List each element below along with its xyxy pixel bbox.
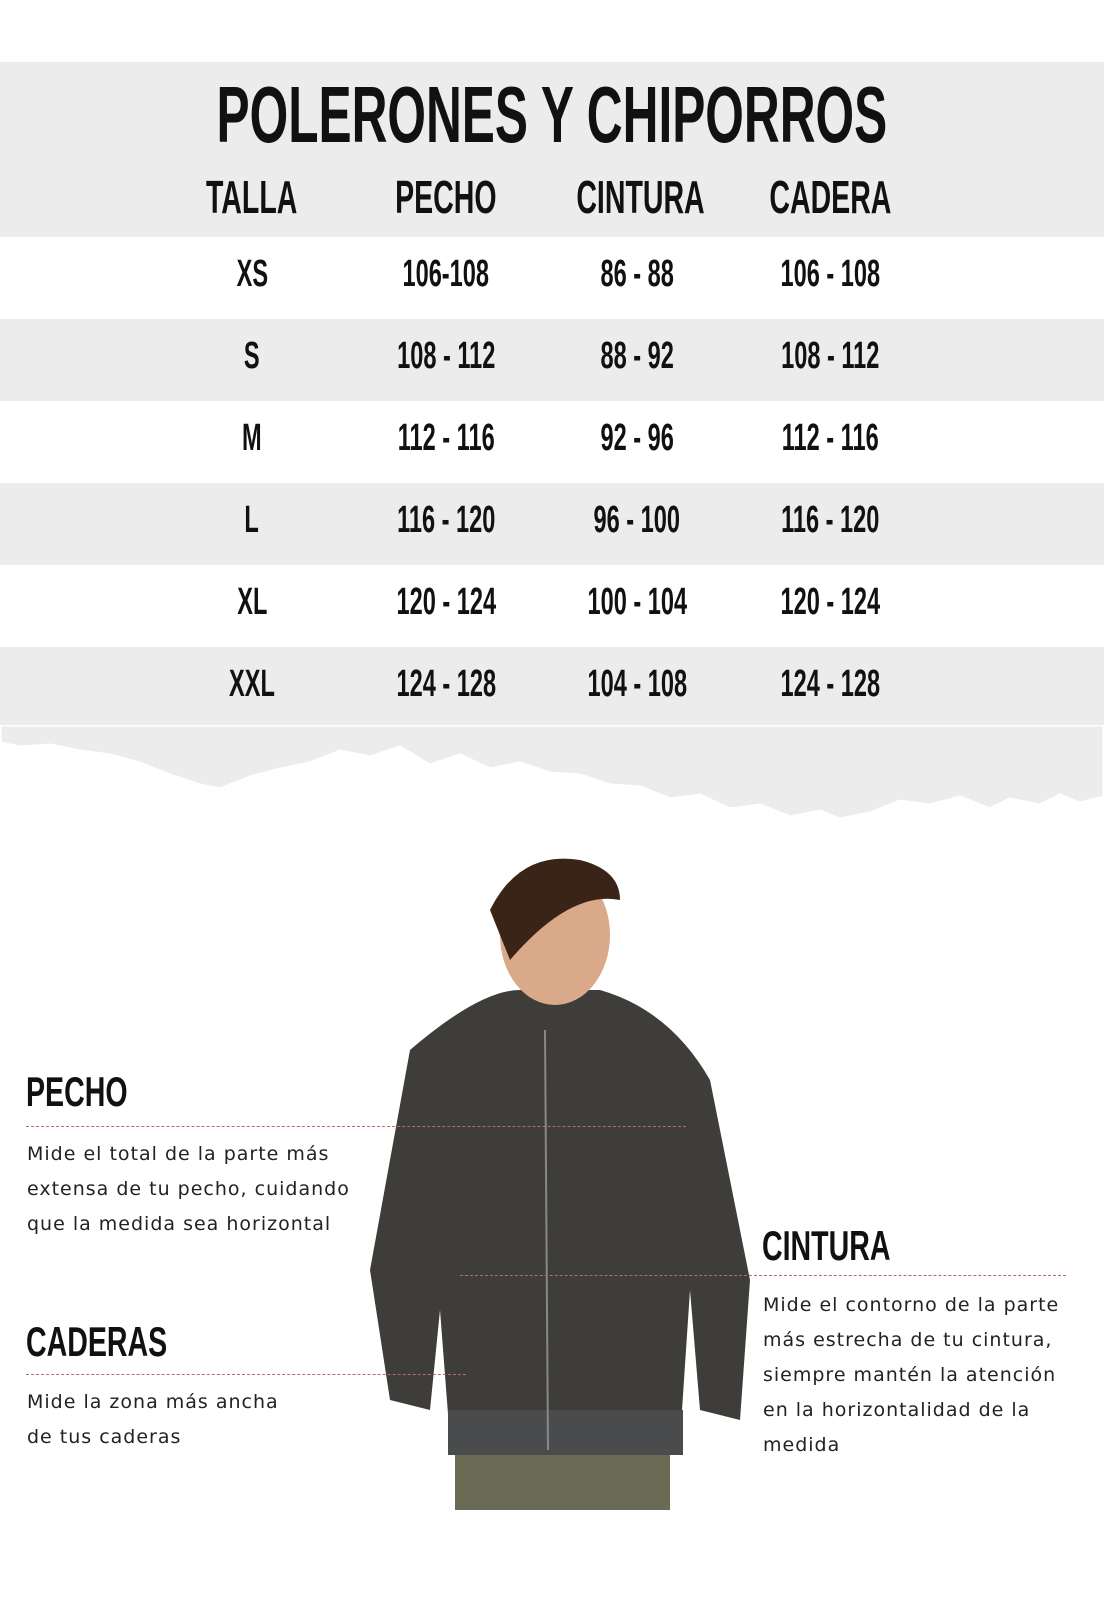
table-cell: 104 - 108	[587, 663, 687, 705]
table-cell: 112 - 116	[397, 417, 495, 459]
torn-paper-edge	[0, 725, 1104, 821]
table-cell: 106-108	[402, 253, 490, 295]
table-cell: 120 - 124	[396, 581, 496, 623]
table-cell: 100 - 104	[587, 581, 687, 623]
jacket	[370, 990, 750, 1440]
model-photo	[370, 858, 750, 1510]
table-cell: XS	[236, 253, 268, 295]
cintura-description: Mide el contorno de la parte más estrech…	[763, 1294, 1060, 1456]
table-cell: XXL	[229, 663, 275, 705]
table-cell: 88 - 92	[600, 335, 674, 377]
page-title: POLERONES Y CHIPORROS	[216, 70, 888, 159]
table-cell: 108 - 112	[780, 335, 880, 377]
column-header-pecho: PECHO	[395, 171, 497, 223]
header-band	[0, 62, 1104, 237]
table-cell: M	[242, 417, 262, 459]
table-cell: 86 - 88	[600, 253, 674, 295]
table-cell: 120 - 124	[780, 581, 880, 623]
table-cell: XL	[236, 581, 268, 623]
table-cell: 116 - 120	[396, 499, 496, 541]
table-cell: 96 - 100	[593, 499, 681, 541]
caderas-description: Mide la zona más ancha de tus caderas	[27, 1391, 279, 1448]
pecho-line	[26, 1126, 686, 1127]
column-header-talla: TALLA	[206, 171, 298, 223]
jacket-hem	[448, 1410, 683, 1455]
column-header-cintura: CINTURA	[576, 171, 705, 223]
table-cell: 116 - 120	[780, 499, 880, 541]
table-row	[0, 319, 1104, 401]
table-cell: L	[244, 499, 260, 541]
cintura-label: CINTURA	[762, 1222, 891, 1269]
pecho-label: PECHO	[26, 1068, 128, 1115]
table-cell: 124 - 128	[396, 663, 496, 705]
table-cell: S	[244, 335, 260, 377]
table-cell: 124 - 128	[780, 663, 880, 705]
pecho-description: Mide el total de la parte más extensa de…	[27, 1143, 350, 1235]
table-cell: 106 - 108	[780, 253, 880, 295]
table-cell: 108 - 112	[396, 335, 496, 377]
hair	[490, 858, 620, 960]
table-row	[0, 647, 1104, 729]
caderas-line	[26, 1374, 466, 1375]
cintura-line	[460, 1275, 1066, 1276]
table-row	[0, 483, 1104, 565]
column-header-cadera: CADERA	[768, 171, 892, 223]
table-cell: 92 - 96	[600, 417, 674, 459]
table-cell: 112 - 116	[781, 417, 879, 459]
caderas-label: CADERAS	[26, 1318, 168, 1365]
